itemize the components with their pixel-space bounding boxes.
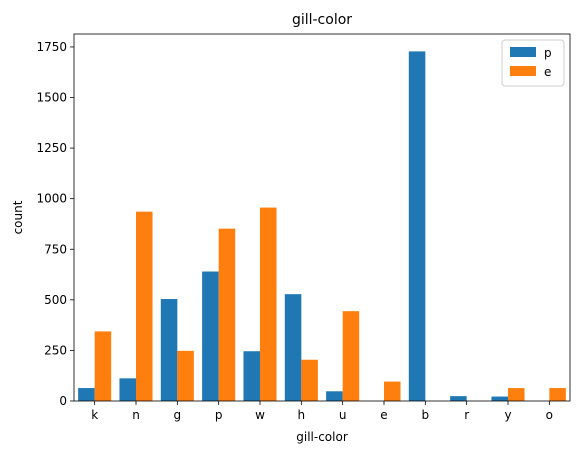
x-tick-label: o bbox=[546, 408, 553, 422]
x-tick-label: y bbox=[504, 408, 511, 422]
x-tick-label: e bbox=[380, 408, 387, 422]
x-tick-label: r bbox=[464, 408, 469, 422]
x-tick-label: n bbox=[132, 408, 140, 422]
y-tick-label: 250 bbox=[44, 343, 67, 357]
bar-e-y bbox=[508, 388, 525, 401]
legend-box bbox=[501, 39, 565, 87]
y-tick-label: 1500 bbox=[36, 91, 67, 105]
bar-e-w bbox=[260, 207, 277, 401]
bar-p-r bbox=[450, 396, 467, 401]
bar-p-g bbox=[160, 299, 178, 401]
bar-e-p bbox=[218, 228, 236, 401]
x-tick-label: b bbox=[422, 408, 430, 422]
bar-e-h bbox=[301, 359, 318, 401]
x-tick-label: k bbox=[91, 408, 98, 422]
x-tick-label: p bbox=[215, 408, 223, 422]
y-axis-label: count bbox=[11, 200, 25, 234]
legend-swatch-e bbox=[510, 66, 536, 76]
x-tick-label: w bbox=[255, 408, 265, 422]
bars-layer bbox=[78, 51, 566, 402]
bar-p-n bbox=[119, 378, 136, 401]
chart-title: gill-color bbox=[292, 12, 352, 28]
bar-e-k bbox=[94, 331, 112, 401]
legend: pe bbox=[501, 39, 565, 87]
bar-p-w bbox=[243, 351, 260, 401]
bar-p-p bbox=[202, 271, 219, 401]
y-axis: 0 250 500 750 1000 1250 1500 1750 bbox=[36, 40, 74, 408]
bar-p-k bbox=[78, 388, 95, 401]
x-tick-label: g bbox=[174, 408, 182, 422]
bar-e-g bbox=[177, 350, 194, 401]
bar-p-h bbox=[284, 294, 302, 401]
bar-p-b bbox=[408, 51, 426, 402]
bar-p-u bbox=[326, 391, 343, 401]
y-tick-label: 1000 bbox=[36, 192, 67, 206]
bar-e-o bbox=[549, 388, 566, 401]
legend-label-e: e bbox=[544, 65, 551, 79]
legend-swatch-p bbox=[510, 47, 536, 57]
x-tick-label: u bbox=[339, 408, 347, 422]
bar-e-u bbox=[342, 311, 360, 401]
bar-e-e bbox=[384, 381, 401, 401]
y-tick-label: 1750 bbox=[36, 40, 67, 54]
bar-e-n bbox=[136, 211, 153, 401]
x-tick-label: h bbox=[298, 408, 306, 422]
legend-label-p: p bbox=[544, 46, 552, 60]
y-tick-label: 1250 bbox=[36, 141, 67, 155]
y-tick-label: 0 bbox=[59, 394, 67, 408]
x-axis-label: gill-color bbox=[296, 430, 348, 444]
y-tick-label: 500 bbox=[44, 293, 67, 307]
y-tick-label: 750 bbox=[44, 242, 67, 256]
bar-p-y bbox=[491, 396, 508, 401]
plot-frame bbox=[73, 33, 571, 402]
